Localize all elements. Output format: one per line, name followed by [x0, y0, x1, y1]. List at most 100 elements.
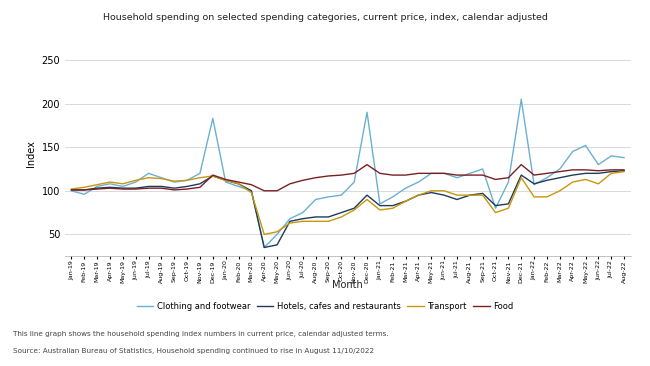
Transport	[324, 219, 332, 224]
Transport	[491, 210, 499, 215]
Food	[93, 187, 101, 191]
Transport	[93, 183, 101, 187]
Hotels, cafes and restaurants	[170, 186, 178, 190]
Hotels, cafes and restaurants	[402, 199, 410, 203]
Transport	[183, 178, 191, 183]
Hotels, cafes and restaurants	[260, 245, 268, 250]
Transport	[428, 188, 436, 193]
Transport	[607, 171, 615, 176]
Clothing and footwear	[517, 97, 525, 101]
Hotels, cafes and restaurants	[595, 171, 603, 176]
Hotels, cafes and restaurants	[491, 203, 499, 208]
Transport	[273, 229, 281, 234]
Line: Clothing and footwear: Clothing and footwear	[72, 99, 624, 247]
Transport	[235, 182, 242, 186]
Transport	[569, 180, 577, 184]
Clothing and footwear	[248, 188, 255, 193]
Clothing and footwear	[93, 184, 101, 188]
Food	[209, 173, 216, 177]
Food	[119, 187, 127, 191]
Transport	[337, 215, 345, 219]
Clothing and footwear	[504, 180, 512, 184]
Hotels, cafes and restaurants	[504, 202, 512, 206]
Food	[517, 163, 525, 167]
Food	[260, 188, 268, 193]
Food	[273, 188, 281, 193]
Hotels, cafes and restaurants	[415, 193, 422, 197]
Hotels, cafes and restaurants	[389, 203, 396, 208]
Text: Month: Month	[332, 280, 363, 290]
Hotels, cafes and restaurants	[479, 191, 487, 195]
Hotels, cafes and restaurants	[569, 173, 577, 177]
Clothing and footwear	[466, 171, 474, 176]
Clothing and footwear	[428, 171, 436, 176]
Food	[145, 186, 153, 190]
Food	[595, 168, 603, 173]
Hotels, cafes and restaurants	[428, 190, 436, 195]
Hotels, cafes and restaurants	[324, 215, 332, 219]
Clothing and footwear	[235, 184, 242, 188]
Hotels, cafes and restaurants	[106, 185, 114, 190]
Transport	[132, 178, 140, 183]
Hotels, cafes and restaurants	[286, 219, 294, 224]
Clothing and footwear	[556, 167, 564, 171]
Transport	[543, 195, 551, 199]
Transport	[81, 185, 88, 190]
Transport	[196, 176, 204, 180]
Hotels, cafes and restaurants	[119, 186, 127, 190]
Food	[299, 178, 307, 183]
Food	[222, 177, 229, 182]
Hotels, cafes and restaurants	[222, 178, 229, 183]
Hotels, cafes and restaurants	[530, 182, 538, 186]
Transport	[299, 219, 307, 224]
Food	[376, 171, 384, 176]
Food	[81, 188, 88, 192]
Transport	[209, 174, 216, 178]
Hotels, cafes and restaurants	[312, 215, 320, 219]
Transport	[248, 190, 255, 195]
Food	[543, 171, 551, 176]
Food	[504, 176, 512, 180]
Hotels, cafes and restaurants	[376, 203, 384, 208]
Transport	[440, 188, 448, 193]
Transport	[453, 193, 461, 197]
Clothing and footwear	[440, 171, 448, 176]
Clothing and footwear	[209, 116, 216, 120]
Transport	[620, 169, 628, 174]
Food	[235, 180, 242, 184]
Text: This line graph shows the household spending index numbers in current price, cal: This line graph shows the household spen…	[13, 331, 389, 337]
Hotels, cafes and restaurants	[607, 169, 615, 174]
Clothing and footwear	[260, 245, 268, 250]
Clothing and footwear	[312, 197, 320, 202]
Line: Hotels, cafes and restaurants: Hotels, cafes and restaurants	[72, 171, 624, 247]
Transport	[479, 193, 487, 197]
Food	[466, 173, 474, 177]
Hotels, cafes and restaurants	[145, 184, 153, 188]
Clothing and footwear	[582, 143, 590, 147]
Clothing and footwear	[106, 182, 114, 186]
Food	[68, 188, 75, 192]
Hotels, cafes and restaurants	[363, 193, 371, 197]
Clothing and footwear	[286, 217, 294, 221]
Food	[491, 177, 499, 182]
Food	[183, 187, 191, 191]
Clothing and footwear	[119, 184, 127, 188]
Hotels, cafes and restaurants	[517, 173, 525, 177]
Transport	[504, 206, 512, 210]
Food	[248, 183, 255, 187]
Transport	[402, 199, 410, 203]
Transport	[595, 182, 603, 186]
Food	[286, 182, 294, 186]
Transport	[350, 208, 358, 212]
Clothing and footwear	[569, 149, 577, 154]
Transport	[157, 176, 165, 181]
Transport	[556, 188, 564, 193]
Clothing and footwear	[363, 110, 371, 115]
Transport	[363, 197, 371, 202]
Line: Food: Food	[72, 165, 624, 191]
Hotels, cafes and restaurants	[183, 184, 191, 188]
Transport	[68, 187, 75, 191]
Hotels, cafes and restaurants	[453, 197, 461, 202]
Clothing and footwear	[68, 188, 75, 193]
Hotels, cafes and restaurants	[132, 186, 140, 190]
